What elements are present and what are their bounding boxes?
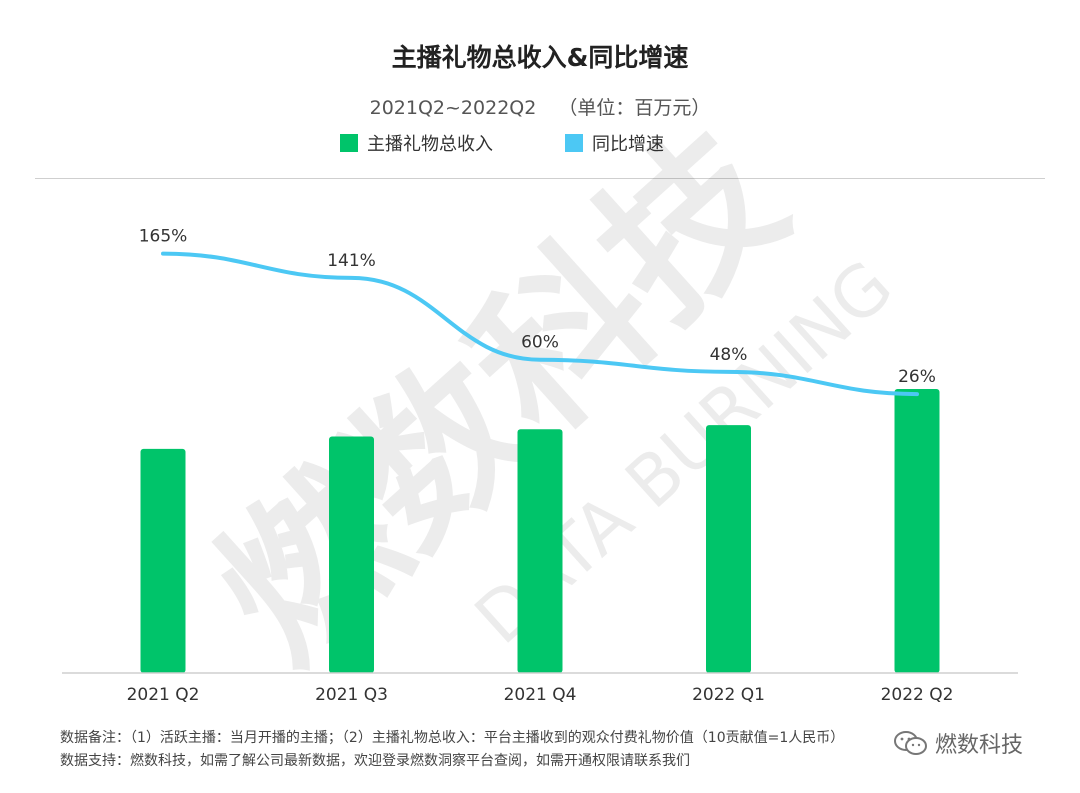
wechat-icon (894, 731, 927, 755)
x-tick-label-4: 2022 Q2 (881, 685, 954, 705)
legend-swatch-revenue (340, 134, 358, 152)
growth-label-2: 60% (521, 333, 559, 353)
growth-label-0: 165% (139, 227, 188, 247)
bar-2022-q1 (706, 425, 751, 673)
chart-title: 主播礼物总收入&同比增速 (391, 43, 689, 72)
x-tick-label-1: 2021 Q3 (315, 685, 388, 705)
chart-subtitle: 2021Q2~2022Q2 （单位：百万元） (0, 93, 1080, 120)
chart-legend: 主播礼物总收入 同比增速 (0, 130, 1080, 158)
bar-2021-q4 (517, 429, 563, 673)
legend-label-growth: 同比增速 (592, 134, 664, 155)
bar-2021-q2 (140, 448, 186, 673)
brand-name: 燃数科技 (935, 733, 1024, 758)
brand-badge: 燃数科技 (893, 727, 1023, 759)
legend-label-revenue: 主播礼物总收入 (367, 134, 493, 155)
x-tick-label-0: 2021 Q2 (127, 685, 200, 705)
growth-label-4: 26% (898, 367, 936, 387)
legend-item-growth: 同比增速 (565, 130, 664, 156)
x-tick-label-3: 2022 Q1 (692, 685, 765, 705)
growth-label-1: 141% (327, 251, 376, 271)
legend-item-revenue: 主播礼物总收入 (340, 130, 493, 156)
bar-2021-q3 (329, 436, 374, 673)
growth-line (161, 251, 919, 397)
data-note: 数据备注：（1）活跃主播：当月开播的主播；（2）主播礼物总收入：平台主播收到的观… (60, 730, 845, 746)
subtitle-unit: （单位：百万元） (558, 97, 711, 119)
data-support: 数据支持：燃数科技，如需了解公司最新数据，欢迎登录燃数洞察平台查阅，如需开通权限… (60, 753, 690, 769)
growth-label-3: 48% (710, 345, 748, 365)
x-tick-label-2: 2021 Q4 (504, 685, 577, 705)
header-divider (35, 178, 1045, 179)
subtitle-range: 2021Q2~2022Q2 (369, 97, 537, 119)
bar-2022-q2 (894, 389, 940, 673)
legend-swatch-growth (565, 134, 583, 152)
